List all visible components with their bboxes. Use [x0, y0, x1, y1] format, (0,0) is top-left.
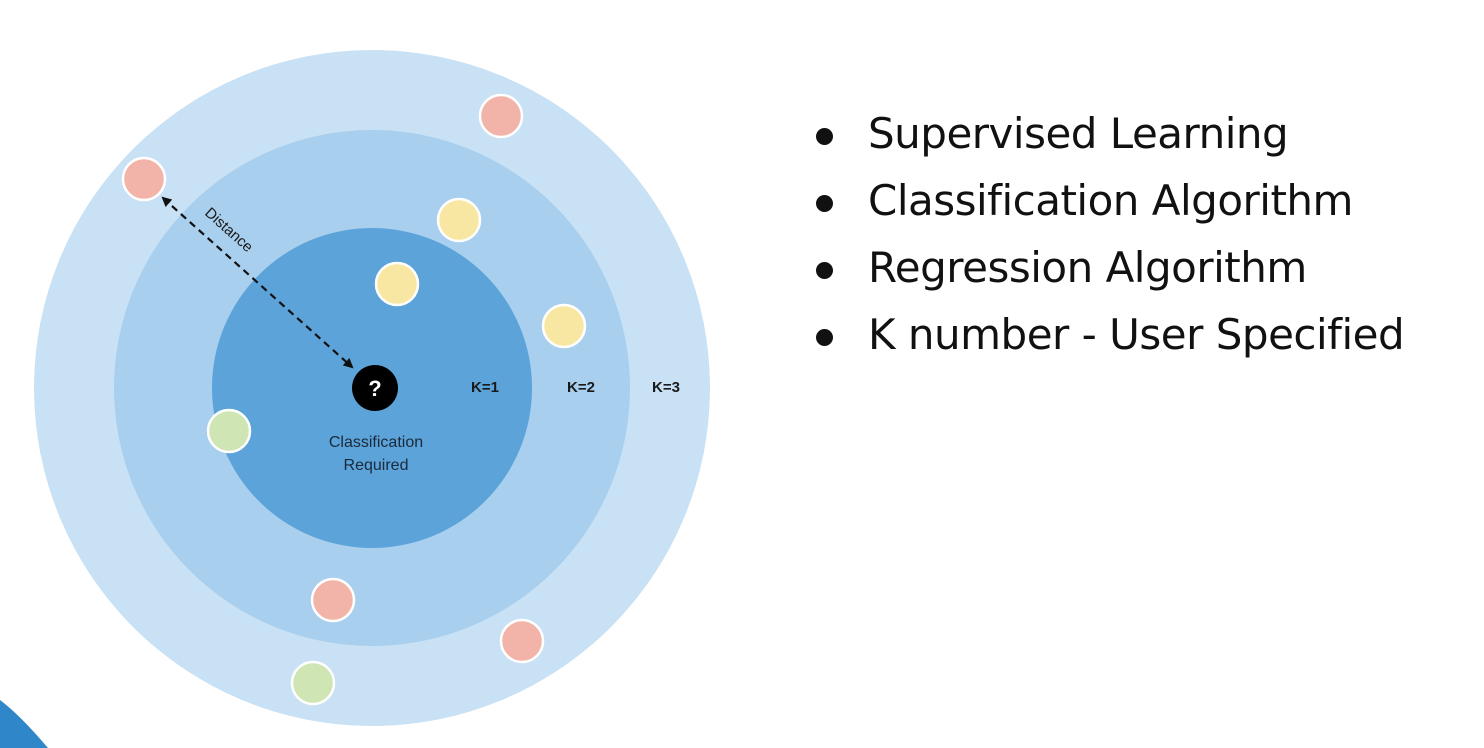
ring-label-k3: K=3 — [652, 379, 680, 396]
classification-required-line2: Required — [344, 457, 409, 474]
bullet-item: Classification Algorithm — [812, 167, 1404, 234]
ring-label-k1: K=1 — [471, 379, 499, 396]
bullet-item: Regression Algorithm — [812, 234, 1404, 301]
bullet-dot-icon — [816, 262, 833, 279]
point-red — [121, 156, 167, 202]
distance-arrow — [161, 196, 354, 369]
bullet-dot-icon — [816, 128, 833, 145]
point-red — [310, 577, 356, 623]
bullet-text: Regression Algorithm — [868, 243, 1307, 292]
bullet-text: Supervised Learning — [868, 109, 1289, 158]
query-point — [352, 365, 398, 411]
data-points — [121, 93, 587, 706]
bullet-item: Supervised Learning — [812, 100, 1404, 167]
point-green — [290, 660, 336, 706]
point-yellow — [541, 303, 587, 349]
bullet-dot-icon — [816, 195, 833, 212]
classification-required-line1: Classification — [329, 434, 423, 451]
corner-accent-shape — [0, 700, 48, 748]
bullet-item: K number - User Specified — [812, 301, 1405, 368]
point-green — [206, 408, 252, 454]
point-yellow — [436, 197, 482, 243]
bullet-dot-icon — [816, 329, 833, 346]
bullet-list: Supervised Learning Classification Algor… — [812, 100, 1405, 368]
bullet-text: Classification Algorithm — [868, 176, 1353, 225]
query-point-symbol: ? — [368, 376, 381, 401]
point-red — [478, 93, 524, 139]
bullet-text: K number - User Specified — [868, 310, 1405, 359]
point-yellow — [374, 261, 420, 307]
knn-diagram: Distance ? Classification Required K=1 K… — [0, 50, 710, 748]
ring-label-k2: K=2 — [567, 379, 595, 396]
point-red — [499, 618, 545, 664]
